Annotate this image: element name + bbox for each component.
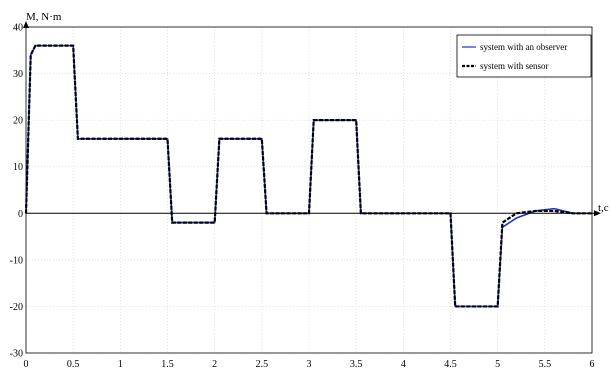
x-tick-label: 5.5 <box>539 359 552 370</box>
x-tick-label: 0.5 <box>67 359 80 370</box>
legend-label-observer: system with an observer <box>480 42 567 52</box>
legend: system with an observer system with sens… <box>456 34 592 78</box>
x-tick-label: 4 <box>401 359 406 370</box>
y-tick-label: 40 <box>13 23 23 34</box>
plot-frame <box>25 26 593 354</box>
axes <box>23 21 601 354</box>
x-tick-label: 0 <box>24 359 29 370</box>
legend-label-sensor: system with sensor <box>480 61 549 71</box>
x-tick-label: 2.5 <box>256 359 269 370</box>
y-tick-label: -10 <box>10 255 23 266</box>
y-axis-label: M, N·m <box>26 11 62 23</box>
y-axis-arrow <box>23 21 29 28</box>
zero-axis-arrow <box>594 210 601 217</box>
y-tick-label: 30 <box>13 69 23 80</box>
y-tick-label: 10 <box>13 162 23 173</box>
tick-labels: 0 0.5 1 1.5 2 2.5 3 3.5 4 4.5 5 5.5 6 -30 -20 -10 0 10 20 3… <box>10 23 595 371</box>
x-tick-label: 1.5 <box>161 359 174 370</box>
x-tick-label: 5 <box>495 359 500 370</box>
y-tick-label: -30 <box>10 349 23 360</box>
x-tick-label: 2 <box>212 359 217 370</box>
x-tick-label: 3.5 <box>350 359 363 370</box>
x-tick-label: 1 <box>118 359 123 370</box>
y-tick-label: 20 <box>13 116 23 127</box>
x-tick-label: 6 <box>590 359 595 370</box>
y-tick-label: -20 <box>10 302 23 313</box>
x-tick-label: 4.5 <box>444 359 457 370</box>
x-axis-label: t,c <box>598 202 609 214</box>
legend-box <box>456 34 592 78</box>
y-tick-label: 0 <box>18 209 23 220</box>
x-tick-label: 3 <box>307 359 312 370</box>
